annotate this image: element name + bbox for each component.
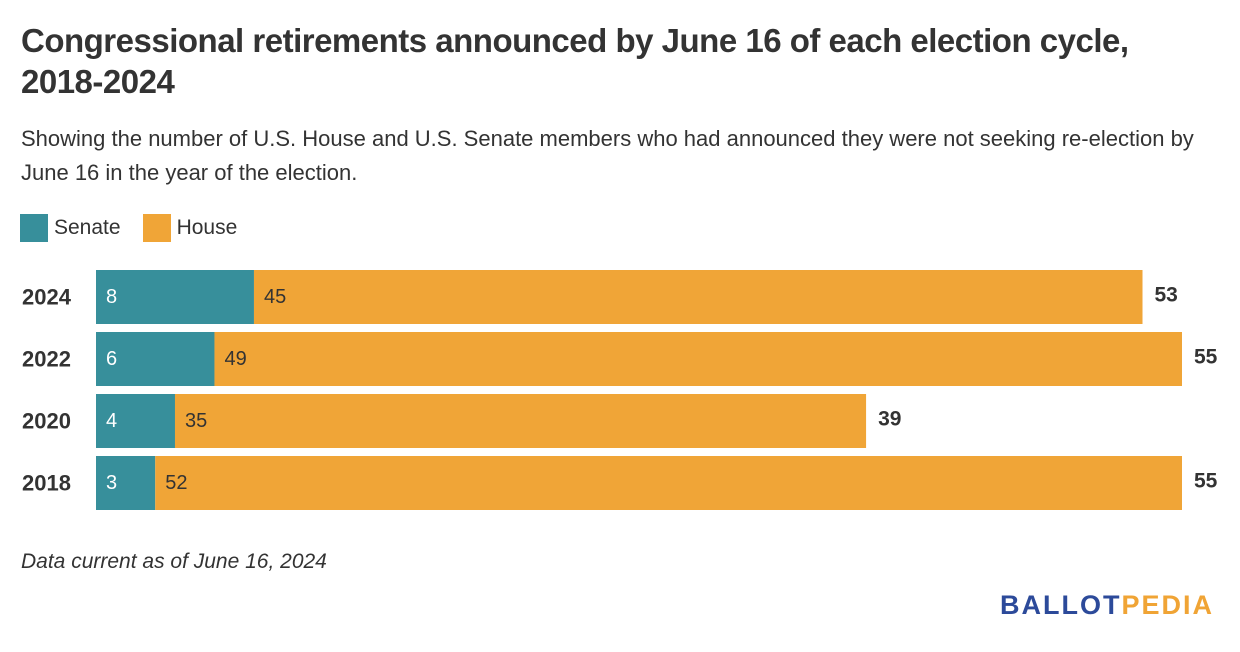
logo-text-pedia: PEDIA	[1121, 590, 1214, 620]
data-label-house-2020: 35	[185, 410, 207, 432]
total-label-2024: 53	[1155, 284, 1178, 307]
legend-swatch-house	[142, 214, 171, 242]
bar-senate-2020	[96, 394, 175, 448]
logo-text-ballot: BALLOT	[999, 590, 1122, 620]
bar-senate-2022	[96, 332, 215, 386]
category-label-2018: 2018	[22, 471, 71, 496]
data-label-senate-2022: 6	[106, 348, 117, 370]
legend-item-senate: Senate	[20, 214, 121, 242]
legend: Senate House	[20, 214, 259, 242]
category-label-2020: 2020	[22, 409, 71, 434]
data-label-house-2022: 49	[224, 348, 246, 370]
ballotpedia-logo: BALLOTPEDIA	[1000, 590, 1214, 621]
bar-house-2018	[155, 456, 1183, 510]
stacked-bar-chart: 2024 8 45 53 2022 6 49 55 2020 4 35 39 2018 3 52 55	[22, 270, 1218, 510]
chart-subtitle: Showing the number of U.S. House and U.S…	[21, 126, 1194, 185]
total-label-2020: 39	[878, 408, 901, 431]
total-label-2018: 55	[1194, 470, 1218, 493]
data-label-senate-2024: 8	[106, 286, 117, 308]
data-label-senate-2018: 3	[106, 472, 117, 494]
bar-house-2024	[253, 270, 1143, 324]
bar-house-2022	[214, 332, 1183, 386]
data-label-senate-2020: 4	[106, 410, 117, 432]
legend-label-house: House	[176, 216, 238, 239]
bar-senate-2018	[96, 456, 156, 510]
bar-house-2020	[174, 394, 867, 448]
data-note: Data current as of June 16, 2024	[21, 550, 327, 573]
legend-item-house: House	[142, 214, 238, 242]
bar-senate-2024	[96, 270, 254, 324]
category-label-2022: 2022	[22, 347, 71, 372]
chart-title: Congressional retirements announced by J…	[21, 22, 1129, 100]
data-label-house-2024: 45	[264, 286, 286, 308]
category-label-2024: 2024	[22, 285, 72, 310]
legend-swatch-senate	[20, 214, 48, 242]
total-label-2022: 55	[1194, 346, 1218, 369]
legend-label-senate: Senate	[54, 216, 121, 239]
data-label-house-2018: 52	[165, 472, 187, 494]
